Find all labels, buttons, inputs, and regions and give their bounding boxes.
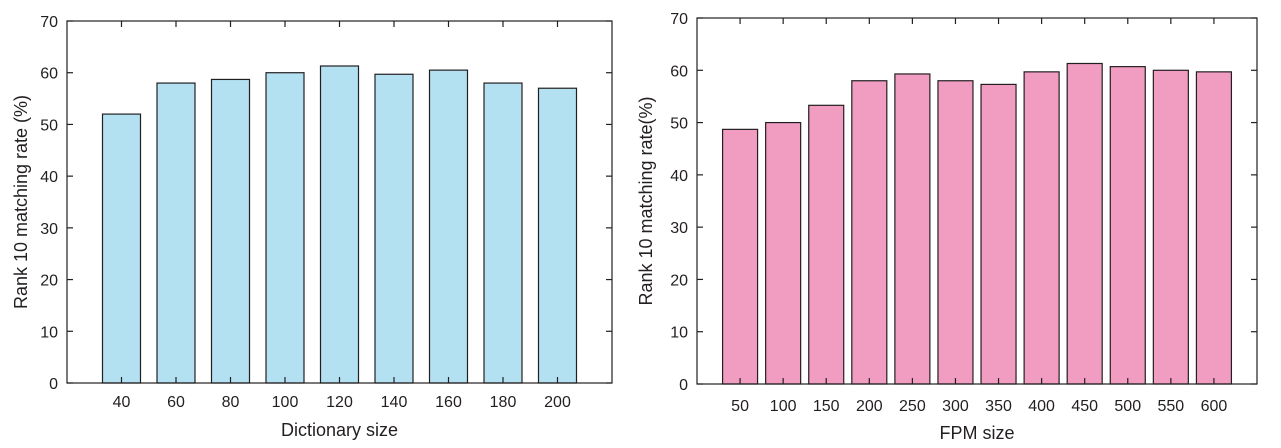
- bar-600: [1195, 71, 1233, 385]
- bar-350: [980, 83, 1017, 385]
- x-tick-label: 550: [1157, 398, 1184, 415]
- bar-400: [1023, 71, 1060, 385]
- y-axis-title: Rank 10 matching rate (%): [11, 95, 31, 309]
- x-tick-label: 450: [1071, 398, 1098, 415]
- bar-250: [894, 73, 931, 385]
- bar-300: [937, 80, 974, 385]
- y-tick-label: 0: [49, 376, 58, 393]
- y-tick-label: 10: [670, 325, 688, 342]
- bar-150: [808, 104, 845, 385]
- bar-450: [1066, 62, 1103, 385]
- bar-40: [101, 113, 142, 384]
- bar-180: [483, 82, 523, 384]
- x-tick-label: 600: [1201, 398, 1228, 415]
- y-tick-label: 20: [40, 273, 58, 290]
- plot-frame: [696, 17, 1258, 385]
- x-axis-title: Dictionary size: [281, 420, 398, 440]
- y-tick-label: 0: [679, 377, 688, 394]
- x-tick-label: 140: [381, 394, 408, 411]
- x-tick-label: 120: [326, 394, 353, 411]
- x-tick-label: 500: [1114, 398, 1141, 415]
- y-tick-label: 50: [670, 116, 688, 133]
- bar-200: [537, 87, 578, 384]
- y-tick-label: 50: [40, 117, 58, 134]
- y-axis-title: Rank 10 matching rate(%): [636, 96, 656, 305]
- chart-1: 0 10 20 30 40 50 60 70 40 60 80 100 120 140 160 180 200 D…: [11, 14, 613, 440]
- bar-50: [721, 128, 759, 385]
- y-tick-label: 60: [40, 66, 58, 83]
- x-tick-label: 250: [899, 398, 926, 415]
- x-tick-label: 80: [222, 394, 240, 411]
- x-tick-label: 150: [813, 398, 840, 415]
- x-tick-label: 350: [985, 398, 1012, 415]
- x-tick-label: 180: [490, 394, 517, 411]
- y-tick-label: 60: [670, 63, 688, 80]
- y-tick-label: 70: [40, 14, 58, 31]
- x-tick-label: 100: [770, 398, 797, 415]
- bar-100: [265, 72, 305, 384]
- x-tick-label: 200: [856, 398, 883, 415]
- x-tick-label: 300: [942, 398, 969, 415]
- y-tick-label: 20: [670, 272, 688, 289]
- chart-2: 0 10 20 30 40 50 60 70 50 100 150 200 250 300 350 400 45…: [636, 11, 1258, 443]
- bar-550: [1152, 69, 1189, 385]
- bar-100: [765, 121, 802, 385]
- x-axis-title: FPM size: [939, 423, 1014, 443]
- x-tick-label: 160: [435, 394, 462, 411]
- x-tick-label: 200: [544, 394, 571, 411]
- bar-200: [851, 80, 888, 385]
- bar-80: [210, 78, 251, 384]
- y-tick-label: 40: [670, 168, 688, 185]
- y-tick-label: 10: [40, 324, 58, 341]
- y-tick-label: 30: [40, 221, 58, 238]
- x-tick-label: 100: [272, 394, 299, 411]
- x-tick-label: 50: [731, 398, 749, 415]
- y-tick-label: 40: [40, 169, 58, 186]
- y-tick-label: 70: [670, 11, 688, 28]
- bar-140: [374, 73, 414, 384]
- bar-160: [428, 69, 469, 384]
- x-tick-label: 60: [167, 394, 185, 411]
- bar-60: [156, 82, 196, 384]
- x-tick-label: 400: [1028, 398, 1055, 415]
- y-tick-label: 30: [670, 220, 688, 237]
- x-tick-label: 40: [113, 394, 131, 411]
- bar-120: [319, 65, 360, 384]
- bar-500: [1109, 66, 1146, 385]
